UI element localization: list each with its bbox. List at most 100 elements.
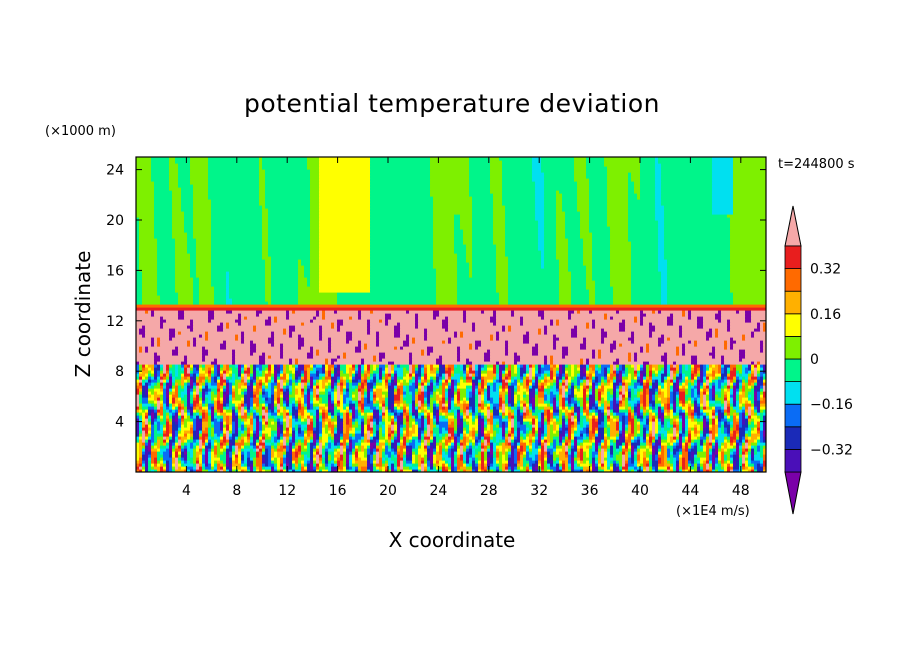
contour-cell [658, 433, 662, 437]
contour-cell [262, 448, 266, 452]
contour-cell [529, 421, 533, 425]
contour-cell [580, 442, 584, 446]
contour-cell [289, 415, 293, 419]
contour-cell [571, 439, 575, 443]
contour-cell [349, 451, 353, 455]
contour-cell [319, 460, 323, 464]
contour-cell [532, 400, 536, 404]
contour-cell [592, 469, 599, 472]
contour-cell [388, 412, 392, 416]
contour-cell [652, 433, 656, 437]
contour-cell [154, 406, 158, 410]
contour-cell [589, 418, 593, 422]
contour-cell [556, 451, 560, 455]
contour-cell [505, 439, 509, 443]
contour-cell [199, 439, 203, 443]
contour-cell [337, 469, 341, 472]
contour-cell [265, 451, 269, 455]
contour-cell [505, 463, 509, 467]
contour-cell [385, 448, 389, 452]
contour-cell [154, 439, 158, 443]
contour-cell [748, 451, 752, 455]
contour-cell [688, 448, 692, 452]
contour-cell [214, 439, 218, 443]
contour-cell [763, 397, 766, 401]
contour-cell [190, 451, 194, 455]
contour-cell [154, 418, 158, 422]
contour-cell [637, 409, 641, 413]
contour-cell [706, 457, 710, 461]
contour-cell [697, 430, 701, 434]
contour-cell [703, 397, 707, 401]
contour-cell [313, 436, 317, 440]
contour-cell [757, 445, 761, 449]
contour-cell [517, 400, 521, 404]
contour-cell [412, 427, 416, 431]
contour-cell [664, 406, 668, 410]
contour-cell [310, 445, 314, 449]
contour-cell [172, 412, 176, 416]
contour-cell [142, 445, 146, 449]
contour-cell [667, 409, 671, 413]
contour-cell [511, 406, 515, 410]
contour-cell [262, 412, 269, 416]
contour-cell [430, 466, 434, 470]
contour-cell [697, 418, 704, 422]
contour-cell [193, 412, 197, 416]
contour-cell [229, 418, 233, 422]
contour-cell [208, 460, 212, 464]
contour-cell [328, 457, 332, 461]
contour-cell [571, 442, 575, 446]
contour-cell [166, 460, 170, 464]
contour-cell [490, 439, 494, 443]
contour-cell [733, 406, 740, 410]
contour-cell [508, 433, 512, 437]
contour-cell [715, 445, 719, 449]
contour-cell [346, 397, 353, 401]
contour-cell [628, 445, 632, 449]
contour-cell [583, 439, 590, 443]
contour-cell [397, 430, 401, 434]
contour-cell [406, 442, 410, 446]
contour-cell [568, 451, 572, 455]
contour-cell [163, 397, 167, 401]
contour-cell [628, 469, 632, 472]
contour-cell [169, 409, 173, 413]
contour-cell [481, 403, 485, 407]
contour-cell [169, 394, 173, 398]
contour-cell [544, 439, 548, 443]
contour-cell [256, 433, 260, 437]
contour-cell [214, 400, 218, 404]
contour-cell [481, 445, 485, 449]
contour-cell [163, 451, 170, 455]
contour-cell [319, 421, 323, 425]
contour-cell [733, 448, 737, 452]
contour-cell [337, 448, 341, 452]
contour-cell [370, 406, 377, 410]
contour-cell [472, 448, 476, 452]
contour-cell [211, 412, 215, 416]
contour-cell [208, 433, 212, 437]
contour-cell [751, 457, 755, 461]
contour-cell [454, 466, 458, 470]
contour-cell [148, 415, 152, 419]
contour-cell [418, 454, 422, 458]
contour-cell [220, 424, 224, 428]
contour-cell [313, 394, 317, 398]
contour-cell [733, 439, 737, 443]
contour-cell [757, 469, 764, 472]
contour-cell [667, 424, 671, 428]
contour-cell [385, 442, 389, 446]
contour-cell [733, 421, 740, 425]
contour-cell [250, 445, 254, 449]
contour-cell [679, 442, 683, 446]
contour-cell [382, 463, 386, 467]
contour-cell [325, 448, 329, 452]
contour-cell [661, 412, 665, 416]
contour-cell [565, 445, 569, 449]
contour-cell [193, 442, 197, 446]
contour-cell [385, 406, 389, 410]
contour-cell [334, 409, 341, 413]
contour-cell [553, 442, 557, 446]
contour-cell [523, 445, 527, 449]
